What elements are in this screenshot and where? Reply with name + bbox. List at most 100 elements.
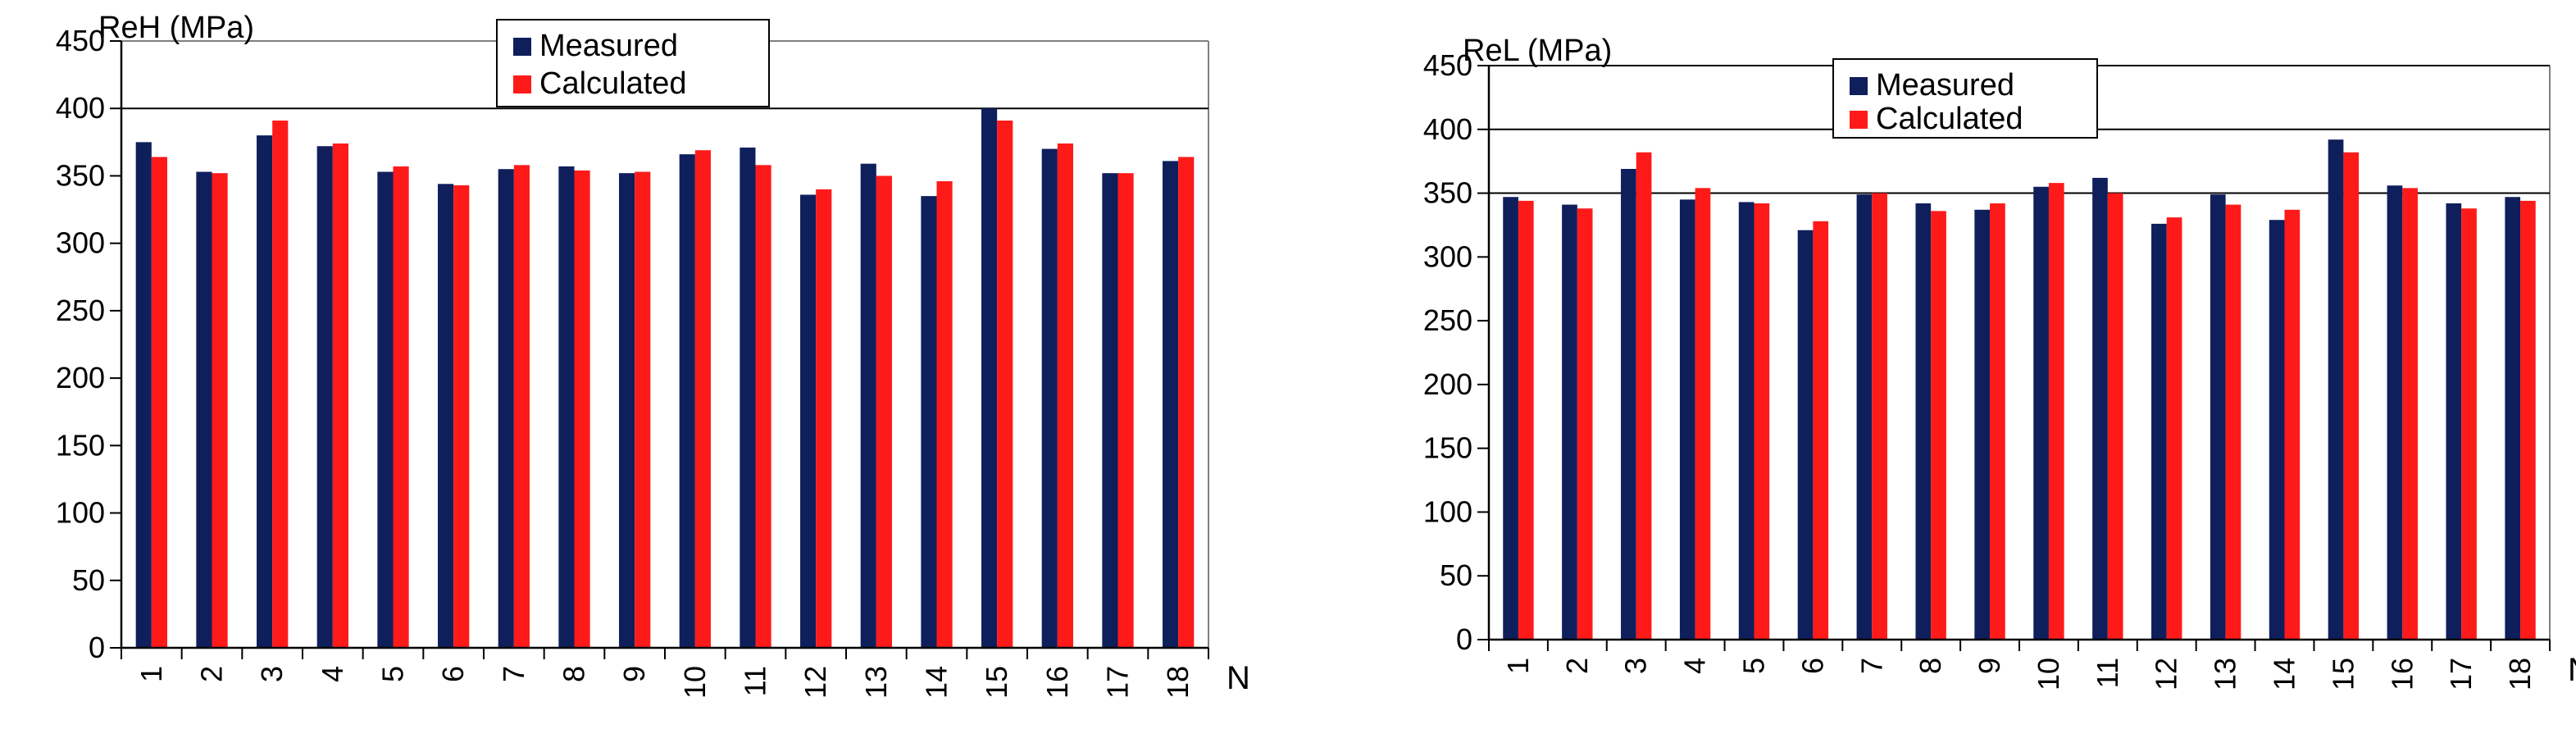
bar-measured-3	[257, 135, 273, 649]
y-tick-label: 300	[1423, 239, 1472, 273]
bar-calculated-6	[453, 185, 470, 648]
bar-calculated-11	[755, 165, 771, 649]
x-tick-label: 15	[980, 666, 1013, 699]
bar-measured-6	[1797, 230, 1814, 640]
x-tick-label: 17	[1101, 666, 1135, 699]
x-tick-label: 16	[2385, 658, 2419, 690]
bar-calculated-9	[635, 171, 651, 648]
y-tick-label: 150	[1423, 431, 1472, 465]
bar-measured-12	[800, 194, 817, 648]
bar-measured-17	[1102, 173, 1118, 649]
x-tick-label: 4	[316, 666, 349, 682]
bar-measured-16	[1041, 148, 1058, 649]
bar-calculated-13	[876, 175, 892, 648]
bar-calculated-2	[212, 173, 228, 649]
bar-measured-8	[1915, 203, 1932, 640]
y-tick-label: 350	[56, 158, 105, 192]
x-tick-label: 12	[799, 666, 832, 699]
y-tick-label: 0	[89, 631, 105, 664]
bar-measured-3	[1621, 169, 1636, 640]
bar-measured-14	[2269, 220, 2285, 640]
bar-measured-2	[196, 171, 212, 648]
bar-calculated-15	[2343, 152, 2360, 640]
x-tick-label: 18	[2503, 658, 2537, 690]
legend-label-measured: Measured	[539, 29, 678, 63]
bar-calculated-1	[1518, 200, 1534, 640]
bar-calculated-9	[1990, 203, 2005, 640]
bar-calculated-12	[816, 189, 832, 648]
x-tick-label: 1	[1501, 658, 1535, 674]
legend-swatch-measured	[1850, 77, 1868, 95]
y-tick-label: 450	[1423, 48, 1472, 82]
bar-calculated-16	[1057, 143, 1073, 648]
x-tick-label: 2	[195, 666, 229, 682]
bar-measured-5	[1738, 202, 1755, 640]
y-tick-label: 200	[56, 361, 105, 394]
bar-measured-1	[1503, 197, 1518, 640]
x-axis-label: N	[1227, 660, 1250, 696]
legend-swatch-calculated	[513, 75, 531, 93]
bar-calculated-5	[393, 166, 409, 648]
y-tick-label: 450	[56, 24, 105, 57]
x-tick-label: 7	[1855, 658, 1888, 674]
legend-swatch-calculated	[1850, 111, 1868, 129]
bar-measured-4	[316, 146, 333, 648]
x-tick-label: 8	[1914, 658, 1947, 674]
legend-swatch-measured	[513, 38, 531, 56]
x-tick-label: 15	[2326, 658, 2360, 690]
x-tick-label: 18	[1161, 666, 1195, 699]
bar-calculated-13	[2225, 204, 2241, 640]
bar-calculated-7	[513, 165, 530, 649]
bar-measured-13	[2210, 194, 2226, 640]
y-tick-label: 50	[1440, 558, 1472, 592]
bar-calculated-8	[1931, 211, 1946, 640]
x-tick-label: 3	[255, 666, 289, 682]
bar-calculated-8	[574, 170, 590, 648]
bar-measured-18	[1163, 161, 1179, 648]
legend-label-calculated: Calculated	[1876, 102, 2023, 136]
y-tick-label: 400	[56, 91, 105, 125]
bar-measured-7	[1856, 194, 1873, 640]
legend-label-measured: Measured	[1876, 68, 2014, 103]
bar-calculated-7	[1872, 193, 1887, 640]
y-tick-label: 150	[56, 428, 105, 462]
bar-measured-5	[377, 171, 394, 648]
bar-calculated-2	[1577, 208, 1593, 640]
bar-calculated-14	[936, 181, 953, 648]
x-axis-label: N	[2568, 652, 2576, 688]
bar-calculated-18	[1178, 157, 1195, 648]
y-tick-label: 50	[72, 563, 105, 597]
x-tick-label: 4	[1678, 658, 1712, 674]
bar-measured-12	[2151, 223, 2167, 640]
bar-measured-11	[2092, 177, 2108, 640]
y-tick-label: 100	[1423, 494, 1472, 528]
y-axis-label: ReL (MPa)	[1463, 34, 1612, 68]
y-tick-label: 0	[1456, 622, 1472, 656]
bar-calculated-17	[2461, 208, 2477, 640]
x-tick-label: 11	[2091, 658, 2124, 688]
x-tick-label: 5	[376, 666, 410, 682]
bar-measured-10	[2033, 186, 2049, 640]
bar-calculated-4	[332, 143, 348, 648]
x-tick-label: 9	[617, 666, 651, 682]
bar-measured-4	[1679, 199, 1695, 640]
bar-measured-9	[1974, 209, 1991, 640]
bar-measured-15	[2328, 139, 2344, 640]
bar-measured-1	[135, 142, 152, 649]
x-tick-label: 10	[2032, 658, 2065, 690]
y-tick-label: 350	[1423, 176, 1472, 210]
bar-measured-17	[2446, 203, 2462, 640]
x-tick-label: 6	[436, 666, 470, 682]
bar-measured-7	[498, 169, 514, 648]
x-tick-label: 14	[920, 666, 953, 699]
y-tick-label: 100	[56, 496, 105, 530]
bar-calculated-14	[2284, 209, 2301, 640]
x-tick-label: 7	[497, 666, 530, 682]
bar-measured-11	[740, 147, 756, 648]
x-tick-label: 12	[2150, 658, 2183, 690]
